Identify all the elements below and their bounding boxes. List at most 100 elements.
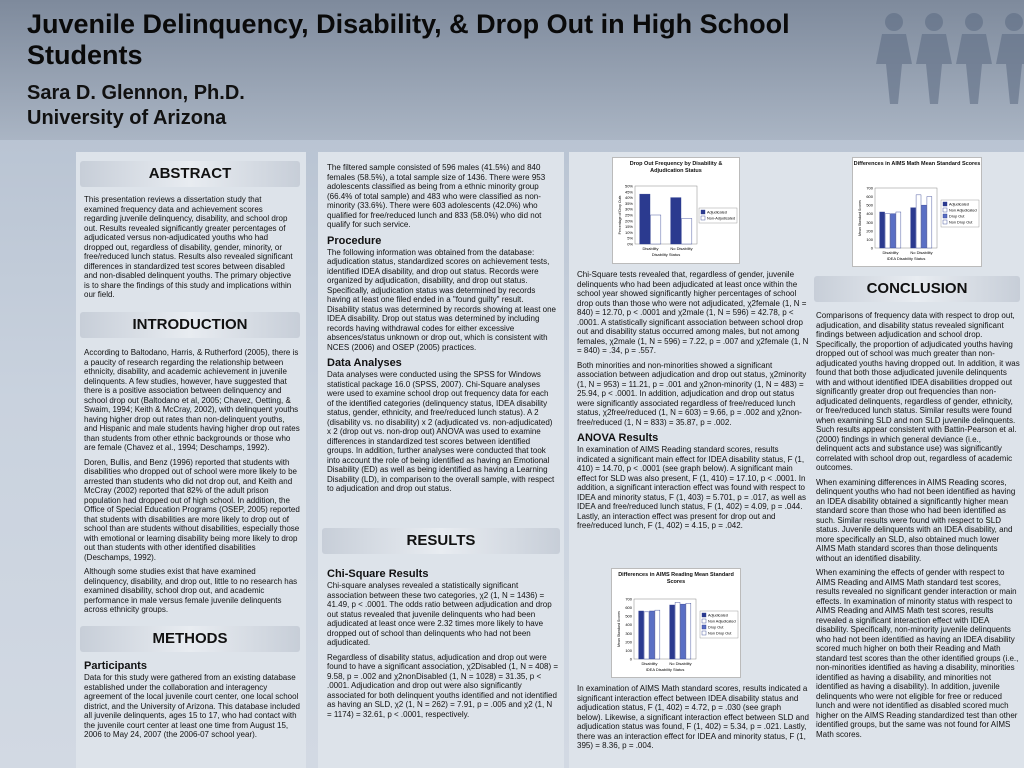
- legend-label: Drop Out: [949, 215, 965, 219]
- legend-label: Non Adjudicated: [949, 209, 977, 213]
- bar: [879, 211, 885, 249]
- dropout-frequency-chart: Drop Out Frequency by Disability & Adjud…: [612, 157, 740, 264]
- results-heading: RESULTS: [322, 528, 560, 554]
- x-tick-label: Disability: [642, 246, 658, 251]
- chi-square-paragraph-1: Chi-square analyses revealed a statistic…: [327, 581, 552, 647]
- methods-continued: The filtered sample consisted of 596 mal…: [327, 163, 557, 499]
- conclusion-paragraph-1: Comparisons of frequency data with respe…: [816, 311, 1020, 472]
- aims-math-chart: Differences in AIMS Math Mean Standard S…: [852, 157, 982, 267]
- methods-heading: METHODS: [80, 626, 300, 652]
- y-tick-label: 0%: [627, 242, 633, 247]
- y-tick-label: 400: [625, 622, 632, 627]
- y-tick-label: 700: [625, 597, 632, 602]
- y-tick-label: 5%: [627, 236, 633, 241]
- bar: [890, 213, 896, 249]
- procedure-text: The following information was obtained f…: [327, 247, 556, 352]
- abstract-paragraph: This presentation reviews a dissertation…: [84, 195, 293, 299]
- x-tick-label: No Disability: [910, 250, 932, 255]
- legend-swatch: [701, 618, 707, 624]
- legend-box: [940, 199, 980, 228]
- x-axis-label: Disability Status: [652, 252, 680, 257]
- participants-text: Data for this study were gathered from a…: [84, 673, 300, 739]
- y-axis-label: Percentage of Drop Outs: [618, 195, 622, 234]
- poster-institution: University of Arizona: [27, 107, 227, 129]
- chi-square-section: Chi-Square Results Chi-square analyses r…: [327, 568, 559, 724]
- legend-label: Drop Out: [708, 626, 724, 630]
- conclusion-paragraph-2: When examining differences in AIMS Readi…: [816, 477, 1016, 563]
- anova-heading: ANOVA Results: [577, 432, 659, 444]
- legend-label: Non Drop Out: [949, 221, 973, 225]
- y-tick-label: 600: [866, 194, 873, 199]
- bar: [915, 194, 922, 249]
- analyses-heading: Data Analyses: [327, 357, 402, 369]
- chart-svg: 0 100 200 300 400 500 600 700 Disability No Disab…: [858, 186, 980, 261]
- y-tick-label: 0: [630, 657, 633, 662]
- y-tick-label: 35%: [625, 201, 633, 206]
- bar: [680, 603, 686, 660]
- y-tick-label: 400: [866, 211, 873, 216]
- legend-swatch: [942, 213, 948, 219]
- legend-label: Non Drop Out: [708, 632, 732, 636]
- conclusion-text: Comparisons of frequency data with respe…: [816, 311, 1020, 744]
- legend-box: [699, 610, 739, 639]
- bar: [649, 610, 655, 660]
- chi-square-paragraph-2: Regardless of disability status, adjudic…: [327, 652, 559, 719]
- legend-swatch: [942, 201, 948, 207]
- y-tick-label: 300: [866, 220, 873, 225]
- chi-square-paragraph-4: Both minorities and non-minorities showe…: [577, 360, 807, 427]
- anova-paragraph-2: In examination of AIMS Math standard sco…: [577, 684, 809, 750]
- column-1: [76, 152, 306, 768]
- poster-title: Juvenile Delinquency, Disability, & Drop…: [27, 9, 790, 70]
- y-tick-label: 50%: [625, 184, 633, 189]
- bar: [926, 196, 933, 249]
- chi-square-heading: Chi-Square Results: [327, 568, 429, 580]
- aims-reading-chart: Differences in AIMS Reading Mean Standar…: [611, 568, 741, 678]
- chi-square-paragraph-3: Chi-Square tests revealed that, regardle…: [577, 270, 809, 355]
- chart-svg: 0 100 200 300 400 500 600 700 Disability No Disab…: [617, 597, 739, 672]
- y-axis-label: Mean Standard Scores: [858, 200, 862, 236]
- legend-swatch: [701, 630, 707, 636]
- y-tick-label: 45%: [625, 189, 633, 194]
- chart-svg: 0%5%10%15%20%25%30%35%40%45%50% Disabilit…: [618, 184, 738, 257]
- y-tick-label: 100: [866, 237, 873, 242]
- bar: [681, 218, 693, 245]
- introduction-paragraph-2: Doren, Bullis, and Benz (1996) reported …: [84, 457, 300, 562]
- bar: [669, 604, 675, 660]
- legend-swatch: [942, 207, 948, 213]
- y-tick-label: 20%: [625, 218, 633, 223]
- column-2: [318, 152, 564, 768]
- bar: [895, 211, 902, 249]
- chart-title: Differences in AIMS Math Mean Standard S…: [853, 161, 981, 167]
- legend-box: [698, 207, 738, 224]
- procedure-heading: Procedure: [327, 234, 382, 247]
- bar: [921, 204, 927, 249]
- legend-swatch: [701, 624, 707, 630]
- poster-header: Juvenile Delinquency, Disability, & Drop…: [0, 0, 1024, 140]
- introduction-text: According to Baltodano, Harris, & Ruther…: [84, 348, 300, 620]
- results-continued: Chi-Square tests revealed that, regardle…: [577, 270, 809, 536]
- analyses-text: Data analyses were conducted using the S…: [327, 370, 555, 493]
- y-tick-label: 200: [625, 639, 632, 644]
- legend-swatch: [701, 612, 707, 618]
- y-tick-label: 100: [625, 648, 632, 653]
- bar: [643, 611, 650, 660]
- anova-paragraph-1: In examination of AIMS Reading standard …: [577, 445, 807, 530]
- x-tick-label: Disability: [882, 250, 898, 255]
- y-axis-label: Mean Standard Scores: [617, 611, 621, 647]
- y-tick-label: 30%: [625, 207, 633, 212]
- bar: [685, 603, 692, 660]
- y-tick-label: 300: [625, 631, 632, 636]
- introduction-paragraph-1: According to Baltodano, Harris, & Ruther…: [84, 348, 300, 452]
- legend-label: Non-Adjudicated: [707, 217, 735, 221]
- x-axis-label: IDEA Disability Status: [646, 667, 685, 672]
- y-tick-label: 10%: [625, 230, 633, 235]
- legend-swatch: [700, 209, 706, 215]
- bar: [639, 193, 651, 245]
- legend-swatch: [942, 219, 948, 225]
- y-tick-label: 200: [866, 228, 873, 233]
- sample-text: The filtered sample consisted of 596 mal…: [327, 163, 546, 229]
- abstract-heading: ABSTRACT: [80, 161, 300, 187]
- chart-title: Drop Out Frequency by Disability & Adjud…: [629, 161, 723, 174]
- y-tick-label: 40%: [625, 195, 633, 200]
- introduction-heading: INTRODUCTION: [80, 312, 300, 338]
